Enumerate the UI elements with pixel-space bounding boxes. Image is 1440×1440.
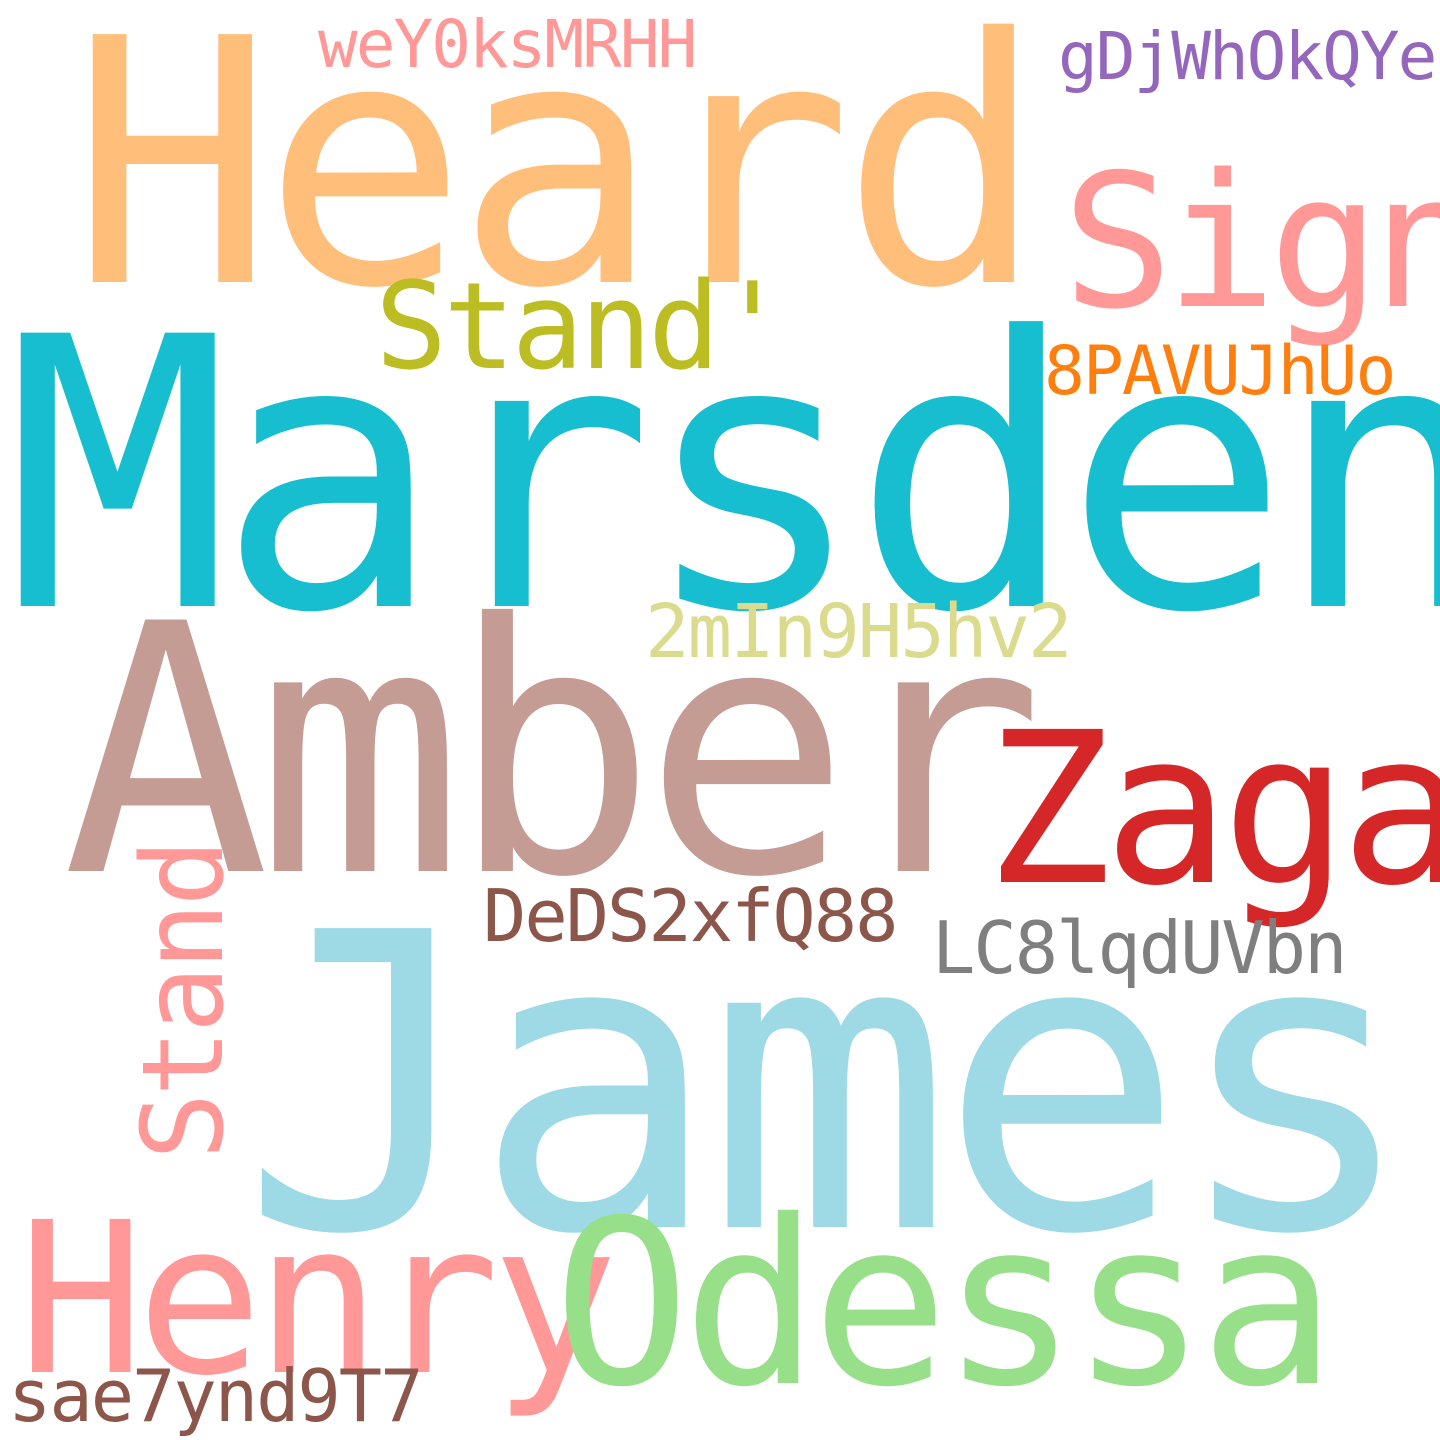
word-sign: Sign (1062, 134, 1440, 350)
word-odessa: Odessa (553, 1171, 1337, 1437)
word-james: James (240, 846, 1418, 1324)
word-lc8lqduvbn: LC8lqdUVbn (932, 906, 1347, 990)
word-zaga: Zaga (985, 687, 1440, 932)
word-stand-vertical: Stand (119, 842, 249, 1160)
word-deds2xfq88: DeDS2xfQ88 (483, 874, 898, 958)
word-weyoksmrhh: weY0ksMRHH (318, 6, 697, 83)
word-heard: Heard (70, 0, 1045, 363)
word-gdjwhokqye: gDjWhOkQYe (1058, 18, 1437, 95)
word-amber: Amber (62, 552, 1045, 953)
word-sae7ynd9t7: sae7ynd9T7 (8, 1354, 423, 1438)
word-h8pavujhuo: H8PAVUJhUo (1005, 332, 1396, 411)
word-henry: Henry (18, 1177, 618, 1422)
word-2min9h5hv2: 2mIn9H5hv2 (645, 589, 1073, 675)
word-marsden: Marsden (5, 259, 1440, 695)
word-stand-apostrophe: Stand' (375, 258, 788, 397)
